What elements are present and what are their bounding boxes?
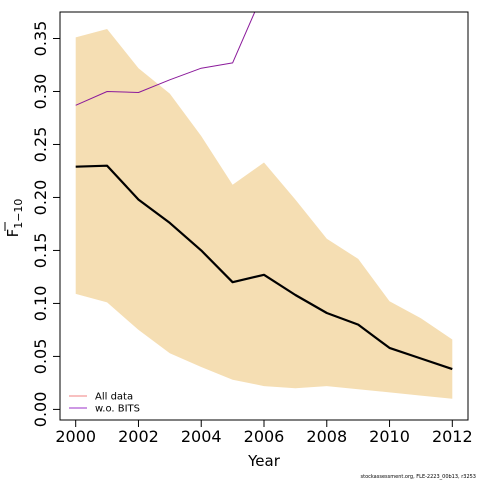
x-tick-label: 2008 — [306, 427, 347, 446]
x-axis: 2000 2002 2004 2006 2008 2010 2012 — [55, 419, 473, 446]
y-tick-label: 0.25 — [31, 127, 50, 163]
y-axis-title: F1−10 — [4, 199, 25, 238]
svg-text:F1−10: F1−10 — [4, 199, 25, 238]
series-layer — [75, 12, 453, 371]
y-tick-label: 0.00 — [31, 392, 50, 428]
y-tick-label: 0.35 — [31, 21, 50, 57]
legend-label: All data — [95, 392, 133, 403]
y-tick-label: 0.05 — [31, 339, 50, 375]
y-axis-title-main: F — [4, 229, 22, 238]
footnote: stockassessment.org, FLE-2223_00b13, r32… — [361, 474, 477, 480]
x-tick-label: 2004 — [181, 427, 222, 446]
legend-label: w.o. BITS — [95, 404, 140, 415]
estimate-line — [75, 164, 453, 371]
y-axis-title-sub: 1−10 — [12, 199, 25, 229]
x-tick-label: 2010 — [369, 427, 410, 446]
y-tick-label: 0.10 — [31, 286, 50, 322]
x-tick-label: 2002 — [118, 427, 159, 446]
y-tick-label: 0.20 — [31, 180, 50, 216]
series-line-wo-bits — [75, 12, 256, 106]
confidence-band — [75, 29, 453, 399]
x-axis-title: Year — [247, 452, 281, 470]
y-tick-label: 0.30 — [31, 74, 50, 110]
x-tick-label: 2006 — [244, 427, 285, 446]
y-axis: 0.00 0.05 0.10 0.15 0.20 0.25 0.30 0.35 — [31, 21, 61, 428]
y-tick-label: 0.15 — [31, 233, 50, 269]
confidence-band-layer — [75, 29, 453, 399]
x-tick-label: 2000 — [55, 427, 96, 446]
x-tick-label: 2012 — [432, 427, 473, 446]
